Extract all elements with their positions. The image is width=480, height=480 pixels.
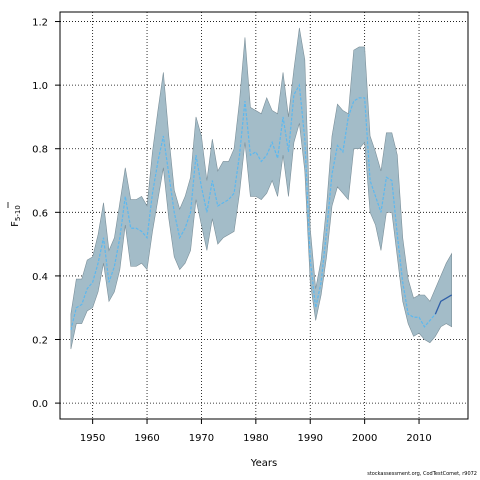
y-tick-label: 1.0 <box>32 81 48 92</box>
plot-frame <box>59 11 469 420</box>
x-axis-label: Years <box>250 458 277 469</box>
y-tick-label: 1.2 <box>32 18 48 29</box>
x-tick-label: 1970 <box>189 433 214 444</box>
x-tick-label: 1950 <box>80 433 105 444</box>
x-tick-label: 2010 <box>406 433 431 444</box>
y-tick-label: 0.2 <box>32 336 48 347</box>
y-tick-label: 0.0 <box>32 399 48 410</box>
y-axis-label-subscript: 5-10 <box>14 205 22 221</box>
x-tick-label: 2000 <box>352 433 377 444</box>
footer-credit: stockassessment.org, CodTestComet, r9072 <box>367 471 477 477</box>
x-tick-label: 1980 <box>243 433 268 444</box>
y-tick-label: 0.6 <box>32 208 48 219</box>
y-axis: 0.0 0.2 0.4 0.6 0.8 1.0 1.2 <box>32 18 60 410</box>
y-tick-label: 0.4 <box>32 272 48 283</box>
x-tick-label: 1960 <box>134 433 159 444</box>
confidence-band <box>70 27 452 350</box>
y-axis-label: F5-10 <box>10 205 22 227</box>
series-lines <box>70 83 453 331</box>
y-tick-label: 0.8 <box>32 145 48 156</box>
confidence-band-area <box>70 27 452 350</box>
x-tick-label: 1990 <box>298 433 323 444</box>
y-axis-label-main: F <box>10 221 21 227</box>
estimate-line-recent <box>434 294 453 315</box>
x-axis: 1950 1960 1970 1980 1990 2000 2010 <box>80 419 432 444</box>
estimate-line <box>70 83 436 331</box>
